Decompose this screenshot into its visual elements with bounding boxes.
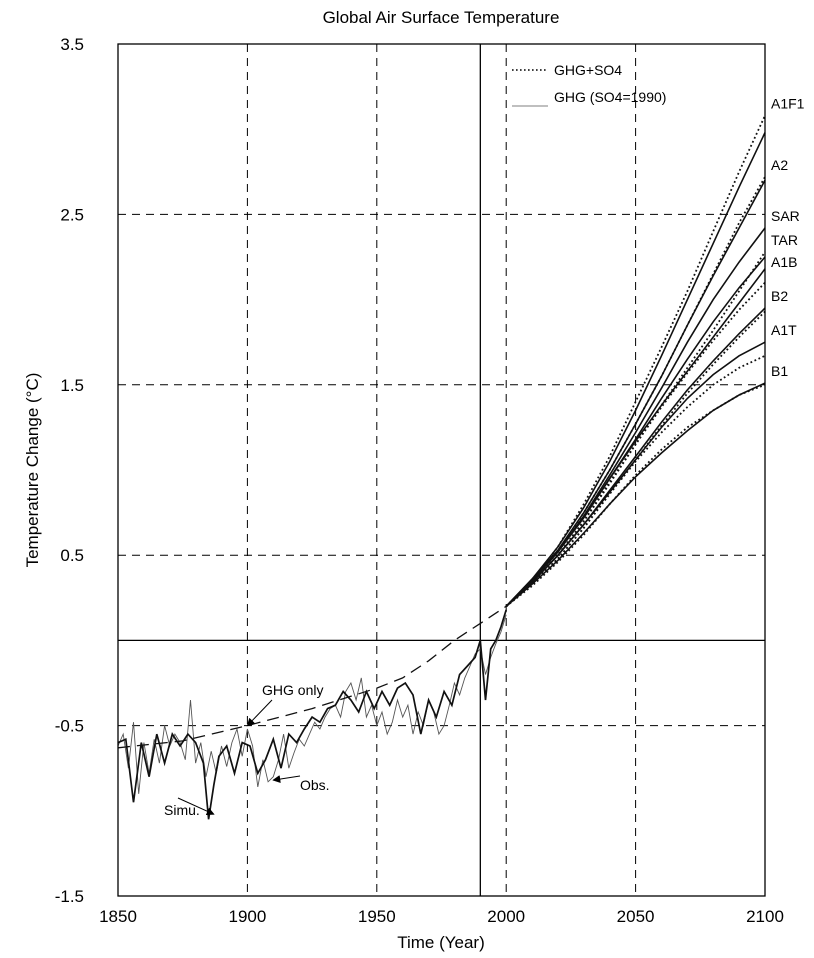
x-tick-label-2000: 2000 (487, 907, 525, 926)
annotation-label-ghg-only: GHG only (262, 682, 323, 698)
scenario-label-tar: TAR (771, 232, 798, 248)
annotation-label-simu: Simu. (164, 802, 200, 818)
y-tick-label-3_5: 3.5 (60, 35, 84, 54)
y-tick-label--0_5: -0.5 (55, 717, 84, 736)
scenario-series (505, 115, 766, 608)
y-tick-label--1_5: -1.5 (55, 887, 84, 906)
chart-title: Global Air Surface Temperature (323, 8, 560, 27)
series-a1t-ghg-so4 (505, 354, 766, 607)
y-tick-label-0_5: 0.5 (60, 546, 84, 565)
plot-frame (117, 43, 766, 897)
scenario-label-b1: B1 (771, 363, 788, 379)
series-a1t-ghg-so4-1990 (505, 341, 766, 607)
series-simu (117, 609, 508, 820)
scenario-labels: A1F1 A2 SAR TAR A1B B2 A1T B1 (771, 96, 805, 380)
reference-lines (118, 44, 765, 896)
scenario-label-b2: B2 (771, 288, 788, 304)
y-tick-label-2_5: 2.5 (60, 205, 84, 224)
y-axis-label: Temperature Change (°C) (23, 373, 42, 568)
x-tick-label-2050: 2050 (617, 907, 655, 926)
legend: GHG+SO4 GHG (SO4=1990) (512, 62, 666, 107)
annotation-label-obs: Obs. (300, 777, 330, 793)
series-a1b-ghg-so4-1990 (505, 268, 766, 607)
series-a1b-ghg-so4 (505, 281, 766, 607)
scenario-label-sar: SAR (771, 208, 800, 224)
annotation-arrow-ghg-only (246, 699, 273, 727)
scenario-label-a2: A2 (771, 157, 788, 173)
legend-label-ghg-so4: GHG+SO4 (554, 62, 622, 78)
y-tick-labels: -1.5 -0.5 0.5 1.5 2.5 3.5 (55, 35, 84, 906)
x-tick-label-2100: 2100 (746, 907, 784, 926)
scenario-label-a1f1: A1F1 (771, 96, 805, 112)
series-b1-ghg-so4 (505, 383, 766, 608)
scenario-label-a1t: A1T (771, 322, 797, 338)
annotations: GHG only Simu. Obs. (164, 682, 330, 818)
series-obs (117, 614, 507, 794)
annotation-arrow-simu (177, 797, 215, 815)
series-a1f1-ghg-so4 (505, 115, 766, 607)
scenario-label-a1b: A1B (771, 254, 797, 270)
x-tick-labels: 1850 1900 1950 2000 2050 2100 (99, 907, 784, 926)
x-tick-label-1900: 1900 (228, 907, 266, 926)
series-ghg-only (117, 605, 507, 749)
annotation-arrow-obs (272, 775, 301, 784)
x-tick-label-1850: 1850 (99, 907, 137, 926)
x-axis-label: Time (Year) (397, 933, 485, 952)
legend-label-ghg-so4-1990: GHG (SO4=1990) (554, 89, 666, 105)
y-tick-label-1_5: 1.5 (60, 376, 84, 395)
x-tick-label-1950: 1950 (358, 907, 396, 926)
series-a1f1-ghg-so4-1990 (505, 132, 766, 607)
historical-series (117, 605, 508, 820)
